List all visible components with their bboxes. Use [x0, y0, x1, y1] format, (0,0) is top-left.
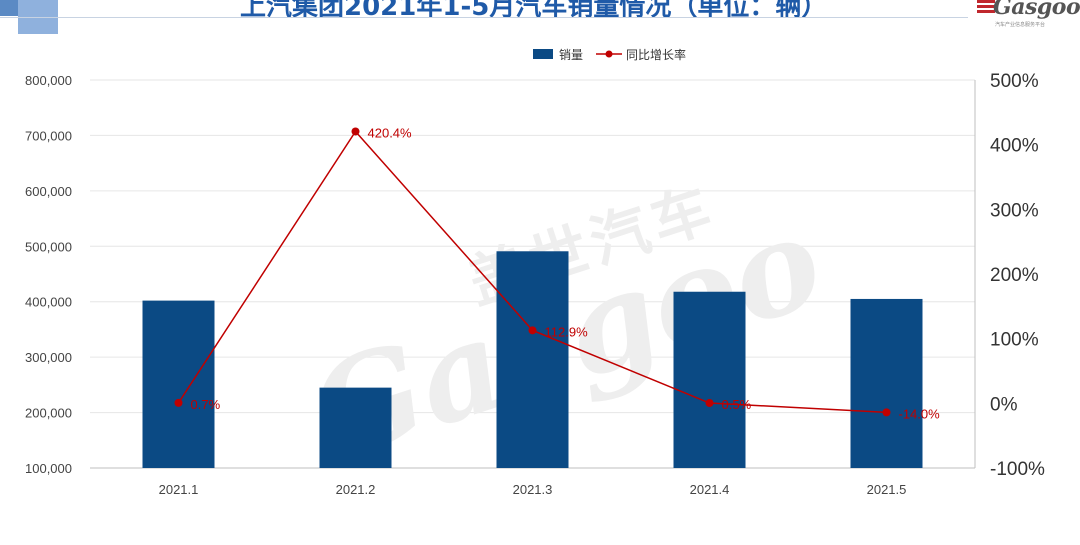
data-label: 420.4%	[368, 125, 413, 140]
y-left-tick-label: 600,000	[25, 184, 72, 199]
gasgoo-logo: Gasgoo 汽车产业信息服务平台	[975, 0, 1080, 34]
logo-subtitle: 汽车产业信息服务平台	[995, 22, 1046, 28]
y-right-tick-label: 500%	[990, 71, 1039, 92]
x-tick-label: 2021.3	[513, 482, 553, 497]
bar	[496, 251, 569, 468]
x-tick-label: 2021.1	[159, 482, 199, 497]
y-right-tick-label: -100%	[990, 459, 1045, 480]
bar	[319, 387, 392, 468]
data-label: 0.7%	[191, 397, 221, 412]
data-label: -14.0%	[899, 406, 941, 421]
bar	[142, 300, 215, 468]
y-right-tick-label: 400%	[990, 136, 1039, 157]
y-left-tick-label: 800,000	[25, 73, 72, 88]
y-right-tick-label: 100%	[990, 330, 1039, 351]
data-label: 112.9%	[545, 324, 589, 339]
x-tick-label: 2021.2	[336, 482, 376, 497]
line-point	[882, 408, 891, 417]
x-tick-label: 2021.5	[867, 482, 907, 497]
y-right-tick-label: 300%	[990, 200, 1039, 221]
y-right-tick-label: 200%	[990, 265, 1039, 286]
y-right-tick-label: 0%	[990, 394, 1018, 415]
line-point	[351, 127, 360, 136]
y-left-tick-label: 400,000	[25, 295, 72, 310]
bar	[850, 298, 923, 468]
page-title: 上汽集团2021年1-5月汽车销量情况（单位：辆）	[240, 0, 828, 22]
header-divider	[0, 17, 968, 18]
legend-marker	[605, 50, 613, 58]
y-left-tick-label: 300,000	[25, 350, 72, 365]
logo-text: Gasgoo	[993, 0, 1080, 20]
y-left-tick-label: 500,000	[25, 239, 72, 254]
y-left-tick-label: 700,000	[25, 128, 72, 143]
x-tick-label: 2021.4	[690, 482, 730, 497]
bar	[673, 291, 746, 468]
line-point	[705, 399, 714, 408]
y-left-tick-label: 200,000	[25, 406, 72, 421]
legend-swatch-bar	[533, 49, 553, 59]
line-point	[528, 326, 537, 335]
line-point	[174, 398, 183, 407]
logo-mark-icon	[977, 0, 995, 15]
legend-label: 同比增长率	[626, 47, 686, 62]
y-left-tick-label: 100,000	[25, 461, 72, 476]
legend-label: 销量	[559, 48, 583, 62]
data-label: 0.5%	[722, 397, 752, 412]
